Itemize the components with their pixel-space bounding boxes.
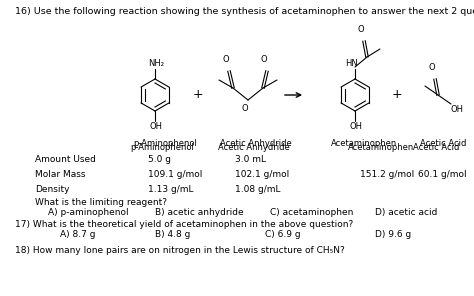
Text: 3.0 mL: 3.0 mL bbox=[235, 155, 266, 164]
Text: OH: OH bbox=[451, 105, 464, 114]
Text: What is the limiting reagent?: What is the limiting reagent? bbox=[35, 198, 167, 207]
Text: 102.1 g/mol: 102.1 g/mol bbox=[235, 170, 289, 179]
Text: D) acetic acid: D) acetic acid bbox=[375, 208, 438, 217]
Text: C) 6.9 g: C) 6.9 g bbox=[265, 230, 301, 239]
Text: 109.1 g/mol: 109.1 g/mol bbox=[148, 170, 202, 179]
Text: 60.1 g/mol: 60.1 g/mol bbox=[418, 170, 466, 179]
Text: Acetaminophen: Acetaminophen bbox=[348, 143, 414, 152]
Text: OH: OH bbox=[150, 122, 163, 131]
Text: 151.2 g/mol: 151.2 g/mol bbox=[360, 170, 414, 179]
Text: 17) What is the theoretical yield of acetaminophen in the above question?: 17) What is the theoretical yield of ace… bbox=[15, 220, 353, 229]
Text: A) p-aminophenol: A) p-aminophenol bbox=[48, 208, 128, 217]
Text: +: + bbox=[193, 89, 203, 102]
Text: Amount Used: Amount Used bbox=[35, 155, 96, 164]
Text: O: O bbox=[261, 55, 267, 64]
Text: O: O bbox=[358, 25, 365, 34]
Text: 18) How many lone pairs are on nitrogen in the Lewis structure of CH₅N?: 18) How many lone pairs are on nitrogen … bbox=[15, 246, 345, 255]
Text: Acetic Anhydride: Acetic Anhydride bbox=[220, 139, 292, 148]
Text: Acetaminophen: Acetaminophen bbox=[331, 139, 397, 148]
Text: NH₂: NH₂ bbox=[148, 59, 164, 68]
Text: 1.08 g/mL: 1.08 g/mL bbox=[235, 185, 281, 194]
Text: Acetic Acid: Acetic Acid bbox=[420, 139, 466, 148]
Text: Molar Mass: Molar Mass bbox=[35, 170, 85, 179]
Text: Acetic Anhydride: Acetic Anhydride bbox=[218, 143, 290, 152]
Text: O: O bbox=[242, 104, 248, 113]
Text: HN: HN bbox=[345, 59, 358, 68]
Text: D) 9.6 g: D) 9.6 g bbox=[375, 230, 411, 239]
Text: p-Aminophenol: p-Aminophenol bbox=[130, 143, 194, 152]
Text: O: O bbox=[223, 55, 229, 64]
Text: 5.0 g: 5.0 g bbox=[148, 155, 171, 164]
Text: +: + bbox=[392, 89, 402, 102]
Text: A) 8.7 g: A) 8.7 g bbox=[60, 230, 95, 239]
Text: p-Aminophenol: p-Aminophenol bbox=[133, 139, 197, 148]
Text: O: O bbox=[428, 63, 435, 72]
Text: B) 4.8 g: B) 4.8 g bbox=[155, 230, 191, 239]
Text: C) acetaminophen: C) acetaminophen bbox=[270, 208, 354, 217]
Text: 1.13 g/mL: 1.13 g/mL bbox=[148, 185, 193, 194]
Text: Acetic Acid: Acetic Acid bbox=[413, 143, 459, 152]
Text: OH: OH bbox=[350, 122, 363, 131]
Text: Density: Density bbox=[35, 185, 70, 194]
Text: B) acetic anhydride: B) acetic anhydride bbox=[155, 208, 244, 217]
Text: 16) Use the following reaction showing the synthesis of acetaminophen to answer : 16) Use the following reaction showing t… bbox=[15, 7, 474, 16]
